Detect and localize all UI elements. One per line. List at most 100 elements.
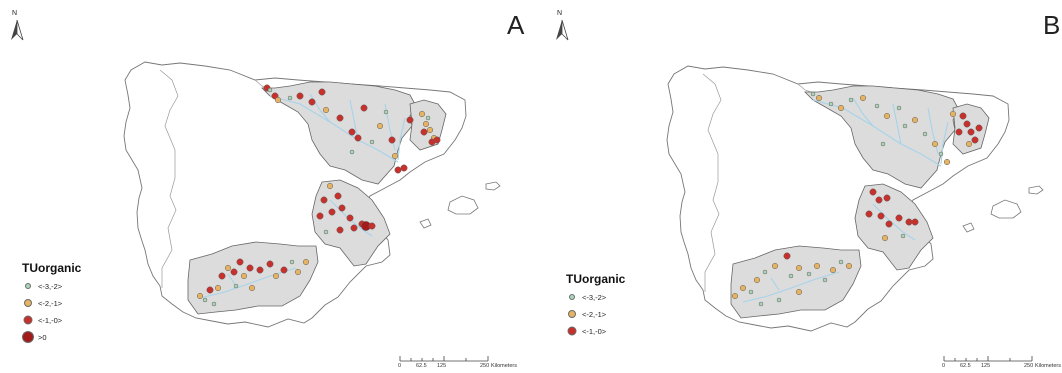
- legend-label: <-2,-1>: [582, 310, 607, 319]
- site-marker-c3: [280, 266, 288, 274]
- site-marker-c3: [316, 212, 324, 220]
- site-marker-c3: [905, 218, 913, 226]
- site-marker-c2: [422, 120, 430, 128]
- site-marker-c2: [771, 262, 779, 270]
- site-marker-c2: [949, 110, 957, 118]
- rivers-b: [742, 97, 949, 303]
- site-marker-c3: [394, 166, 402, 174]
- portugal-border: [702, 73, 722, 292]
- site-marker-c3: [266, 260, 274, 268]
- panel-letter: B: [1043, 10, 1061, 40]
- map-panel-b: B N TUorganic <-3,-2> <-2,-1> <-1,-0> 0 …: [531, 0, 1062, 373]
- site-marker-c3: [318, 88, 326, 96]
- site-marker-c1: [233, 283, 239, 289]
- site-marker-c1: [806, 271, 812, 277]
- scale-tick-label: 125: [981, 363, 991, 369]
- site-marker-c1: [848, 97, 854, 103]
- site-marker-c2: [322, 106, 330, 114]
- portugal-border: [159, 69, 179, 288]
- scale-tick-label: 62.5: [416, 363, 427, 369]
- site-marker-c3: [206, 286, 214, 294]
- site-marker-c1: [267, 87, 273, 93]
- site-marker-c3: [975, 124, 983, 132]
- site-marker-c3: [346, 214, 354, 222]
- site-marker-c2: [214, 284, 222, 292]
- site-marker-c2: [272, 272, 280, 280]
- legend-item-c1: <-3,-2>: [22, 281, 81, 298]
- mallorca: [990, 199, 1022, 219]
- scale-bar: 0 62.5 125 250 Kilometers: [940, 355, 1062, 373]
- legend-symbol: [568, 310, 576, 318]
- site-marker-c2: [753, 276, 761, 284]
- site-marker-c2: [795, 288, 803, 296]
- scale-tick-label: 250: [480, 363, 490, 369]
- ibiza: [419, 218, 432, 229]
- legend-symbol: [23, 315, 33, 325]
- legend-symbol: [22, 331, 34, 343]
- legend-symbol: [567, 326, 577, 336]
- site-marker-c2: [837, 104, 845, 112]
- site-marker-c1: [874, 103, 880, 109]
- mallorca: [447, 195, 479, 215]
- guadalquivir-basin: [187, 241, 319, 315]
- site-marker-c2: [294, 268, 302, 276]
- map-panel-a: A N TUorganic <-3,-2> <-2,-1> <-1,-0> >0: [9, 10, 524, 369]
- north-arrow-icon: [556, 19, 569, 41]
- site-marker-c1: [369, 139, 375, 145]
- site-marker-c2: [813, 262, 821, 270]
- site-marker-c2: [248, 284, 256, 292]
- site-marker-c2: [859, 94, 867, 102]
- site-marker-c3: [433, 136, 441, 144]
- site-marker-c2: [795, 264, 803, 272]
- north-arrow-icon: [11, 19, 24, 41]
- site-marker-c1: [323, 229, 329, 235]
- site-marker-c2: [931, 140, 939, 148]
- site-marker-c1: [896, 105, 902, 111]
- site-marker-c1: [880, 141, 886, 147]
- scale-bar-graphic: [943, 356, 1033, 362]
- site-marker-c3: [971, 136, 979, 144]
- north-arrow: N: [9, 10, 25, 46]
- points-b: [731, 91, 983, 307]
- legend: TUorganic <-3,-2> <-2,-1> <-1,-0>: [566, 272, 625, 343]
- legend-symbol: [24, 299, 32, 307]
- site-marker-c3: [360, 104, 368, 112]
- site-marker-c3: [955, 128, 963, 136]
- scale-bar-graphic: [399, 356, 489, 362]
- iberia-map-a: [123, 61, 501, 328]
- legend-label: <-1,-0>: [582, 327, 607, 336]
- site-marker-c3: [256, 266, 264, 274]
- site-marker-c1: [828, 101, 834, 107]
- site-marker-c2: [302, 258, 310, 266]
- site-marker-c3: [348, 128, 356, 136]
- site-marker-c3: [877, 212, 885, 220]
- site-marker-c2: [731, 292, 739, 300]
- site-marker-c2: [739, 284, 747, 292]
- site-marker-c3: [338, 204, 346, 212]
- site-marker-c3: [354, 134, 362, 142]
- site-marker-c1: [383, 109, 389, 115]
- site-marker-c2: [240, 272, 248, 280]
- legend-label: <-3,-2>: [582, 293, 607, 302]
- site-marker-c1: [810, 91, 816, 97]
- site-marker-c3: [350, 224, 358, 232]
- site-marker-c2: [829, 266, 837, 274]
- site-marker-c3: [328, 208, 336, 216]
- guadalquivir-basin: [730, 245, 862, 319]
- north-label: N: [557, 10, 563, 17]
- site-marker-c2: [881, 234, 889, 242]
- site-marker-c1: [838, 259, 844, 265]
- site-marker-c3: [869, 188, 877, 196]
- site-marker-c2: [943, 158, 951, 166]
- site-marker-c3: [230, 268, 238, 276]
- site-marker-c2: [274, 96, 282, 104]
- site-marker-c3: [895, 214, 903, 222]
- scale-tick-label: 250: [1024, 363, 1034, 369]
- scale-tick-label: 0: [398, 363, 402, 369]
- site-marker-c1: [922, 131, 928, 137]
- legend-label: <-1,-0>: [38, 316, 63, 325]
- site-marker-c1: [900, 233, 906, 239]
- site-marker-c3: [246, 264, 254, 272]
- site-marker-c1: [758, 301, 764, 307]
- site-marker-c3: [400, 164, 408, 172]
